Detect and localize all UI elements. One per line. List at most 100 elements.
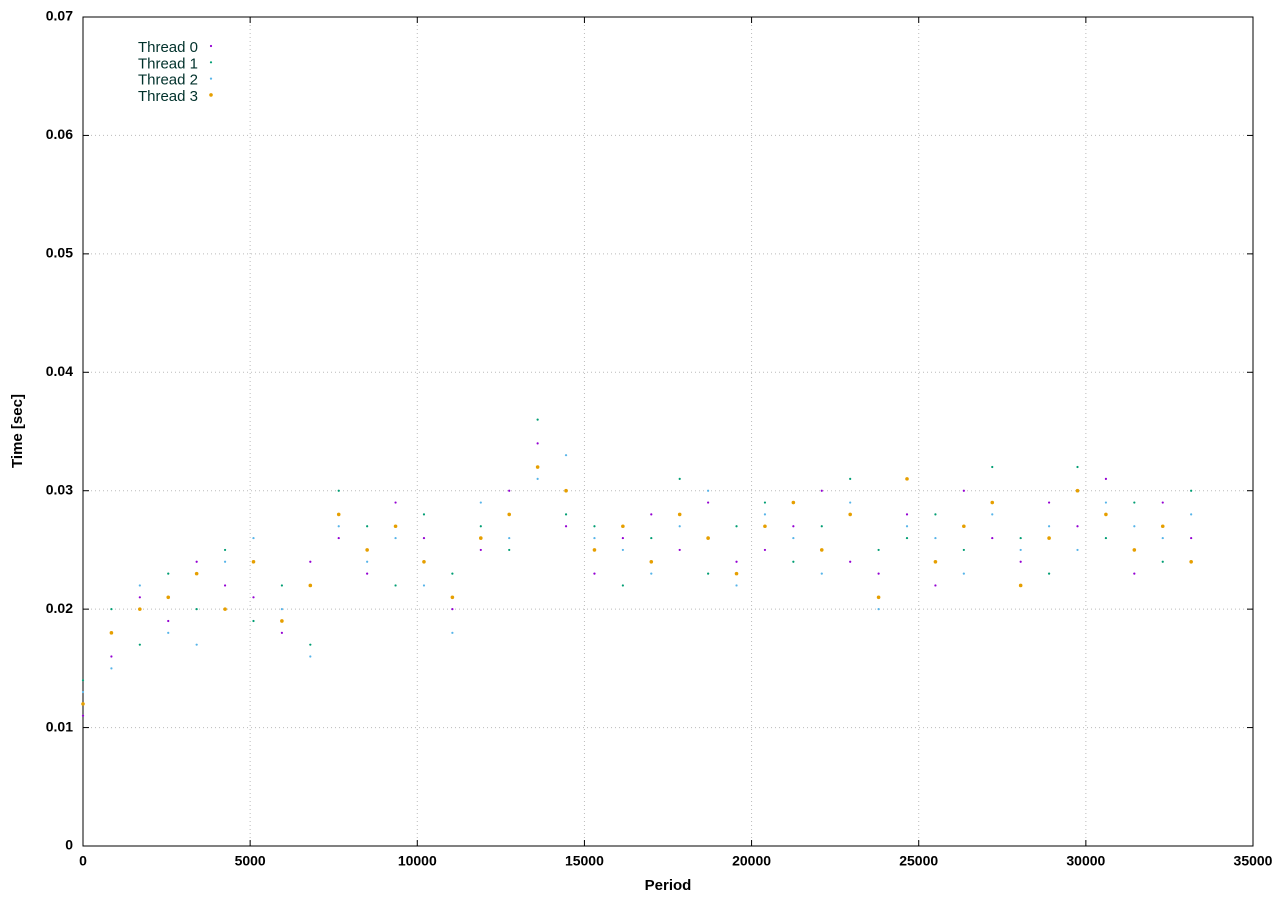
data-point: [337, 489, 340, 492]
x-tick-label: 30000: [1066, 853, 1105, 869]
data-point: [536, 477, 539, 480]
data-point: [280, 584, 283, 587]
data-point: [1047, 536, 1051, 540]
data-point: [167, 572, 170, 575]
y-tick-label: 0.01: [46, 718, 73, 734]
data-point: [479, 548, 482, 552]
data-point: [167, 619, 170, 623]
data-point: [621, 548, 624, 552]
data-point: [81, 702, 85, 706]
data-point: [564, 454, 568, 457]
data-point: [536, 418, 539, 421]
data-point: [479, 536, 483, 540]
data-point: [337, 525, 340, 528]
legend-marker: [209, 93, 213, 97]
data-point: [1076, 465, 1079, 469]
data-point: [1160, 524, 1165, 529]
data-point: [166, 595, 171, 600]
data-point: [792, 525, 795, 528]
data-point: [1104, 477, 1108, 480]
data-point: [905, 477, 909, 481]
data-point: [962, 572, 965, 575]
data-point: [252, 596, 255, 599]
data-point: [251, 559, 256, 564]
data-point: [564, 525, 568, 528]
data-point: [508, 548, 511, 552]
data-point: [650, 513, 653, 516]
data-point: [138, 643, 141, 646]
legend-marker: [209, 44, 213, 48]
y-tick-label: 0.02: [46, 600, 73, 616]
data-point: [791, 500, 796, 505]
data-point: [1133, 501, 1136, 504]
data-point: [849, 560, 852, 563]
data-point: [394, 501, 397, 504]
data-point: [735, 560, 738, 563]
data-point: [81, 679, 85, 682]
data-point: [110, 655, 113, 658]
legend-label: Thread 1: [138, 55, 198, 72]
data-point: [621, 524, 625, 529]
data-point: [223, 607, 227, 611]
data-point: [366, 572, 369, 575]
data-point: [1190, 489, 1193, 492]
data-point: [1104, 501, 1108, 504]
data-point: [678, 525, 681, 528]
data-point: [877, 548, 880, 552]
y-tick-label: 0.05: [46, 245, 73, 261]
data-point: [763, 524, 767, 529]
data-point: [138, 596, 141, 599]
data-point: [934, 536, 937, 540]
data-point: [621, 536, 624, 540]
data-point: [422, 559, 426, 564]
data-point: [593, 536, 596, 540]
data-point: [820, 572, 823, 575]
data-point: [649, 559, 654, 564]
data-point: [223, 584, 227, 587]
x-axis-label: Period: [645, 877, 692, 894]
data-point: [536, 442, 539, 445]
data-point: [1047, 572, 1051, 575]
data-point: [1075, 488, 1080, 493]
data-point: [593, 572, 596, 575]
data-point: [1161, 560, 1164, 563]
data-point: [792, 536, 795, 540]
data-point: [223, 548, 227, 552]
data-point: [792, 560, 795, 563]
data-point: [962, 489, 965, 492]
data-point: [110, 608, 113, 611]
data-point: [110, 667, 113, 670]
data-point: [366, 560, 369, 563]
data-point: [678, 477, 681, 480]
legend-label: Thread 2: [138, 72, 198, 89]
data-point: [991, 513, 994, 516]
data-point: [1161, 536, 1164, 540]
data-point: [195, 608, 198, 611]
data-point: [308, 583, 313, 588]
data-point: [849, 501, 852, 504]
x-tick-label: 5000: [235, 853, 266, 869]
data-point: [1019, 548, 1022, 552]
data-point: [905, 513, 909, 516]
data-point: [820, 489, 823, 492]
legend-marker: [209, 77, 213, 80]
data-point: [905, 525, 909, 528]
x-tick-label: 0: [79, 853, 87, 869]
data-point: [707, 572, 710, 575]
data-point: [508, 489, 511, 492]
data-point: [109, 631, 114, 635]
legend-marker: [209, 61, 213, 64]
data-point: [593, 525, 596, 528]
data-point: [991, 465, 994, 469]
data-point: [81, 714, 85, 717]
data-point: [393, 524, 398, 529]
x-tick-label: 15000: [565, 853, 604, 869]
data-point: [877, 608, 880, 611]
data-point: [564, 488, 568, 493]
data-point: [451, 608, 454, 611]
data-point: [422, 513, 426, 516]
data-point: [1019, 560, 1022, 563]
data-point: [366, 525, 369, 528]
data-point: [934, 584, 937, 587]
data-point: [1132, 548, 1137, 552]
